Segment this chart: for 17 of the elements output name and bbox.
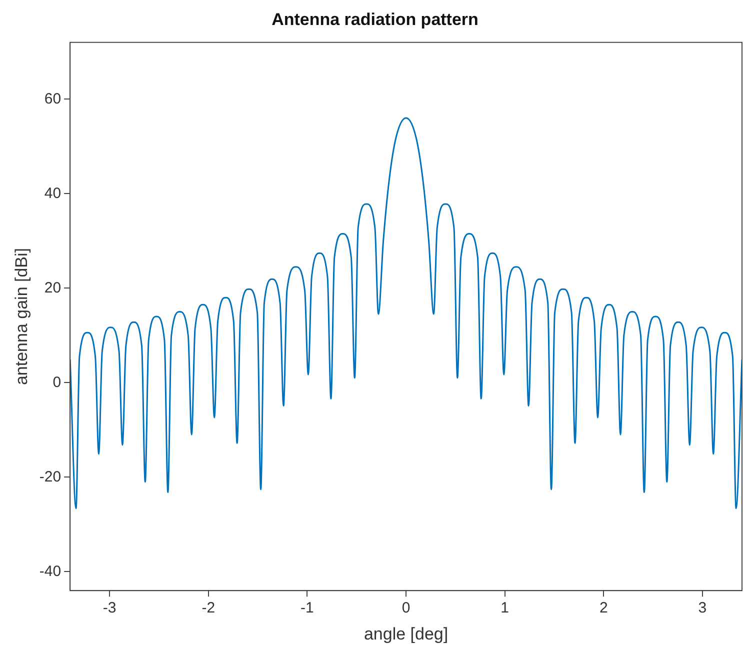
x-tick-label: 3 <box>698 600 707 617</box>
y-tick-label: -20 <box>39 468 62 486</box>
x-tick-label: 2 <box>599 600 608 617</box>
y-tick-label: -40 <box>39 562 62 580</box>
chart-title: Antenna radiation pattern <box>272 10 478 29</box>
y-tick-label: 0 <box>52 374 62 391</box>
x-tick-label: -2 <box>202 600 216 617</box>
line-series <box>70 117 742 510</box>
x-tick-label: 1 <box>500 600 510 617</box>
x-tick-label: 0 <box>402 600 410 617</box>
x-axis-title: angle [deg] <box>364 624 448 644</box>
y-tick-label: 20 <box>44 279 62 296</box>
x-tick-label: -1 <box>300 600 314 617</box>
x-tick-label: -3 <box>102 600 116 617</box>
y-axis-title: antenna gain [dBi] <box>12 248 31 386</box>
y-tick-label: 60 <box>44 90 62 108</box>
y-tick-label: 40 <box>44 184 62 202</box>
